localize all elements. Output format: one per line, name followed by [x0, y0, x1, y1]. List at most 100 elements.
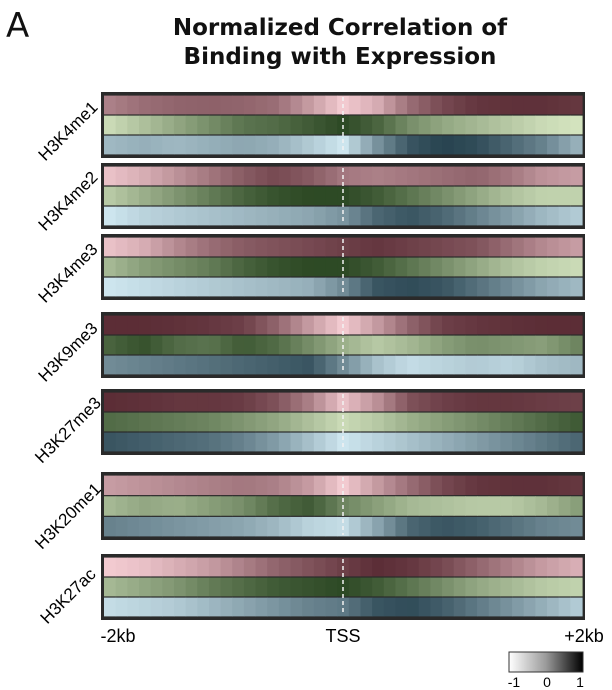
heatmap-cell — [395, 237, 408, 257]
heatmap-cell — [418, 557, 432, 577]
heatmap-cell — [232, 135, 245, 155]
heatmap-cell — [442, 516, 455, 537]
heatmap-cell — [290, 355, 303, 375]
heatmap-cell — [208, 257, 222, 277]
heatmap-group-h3k4me2: H3K4me2 — [35, 163, 585, 235]
heatmap-cell — [372, 335, 385, 355]
heatmap-cell — [232, 392, 245, 412]
heatmap-cell — [278, 597, 292, 617]
heatmap-cell — [127, 355, 140, 375]
heatmap-cell — [395, 355, 408, 375]
heatmap-cell — [383, 597, 397, 617]
heatmap-cell — [325, 237, 338, 257]
heatmap-cell — [570, 166, 583, 186]
heatmap-cell — [535, 516, 548, 537]
heatmap-cell — [138, 355, 152, 375]
heatmap-cell — [278, 206, 292, 226]
heatmap-cell — [337, 597, 350, 617]
heatmap-cell — [150, 516, 163, 537]
heatmap-cell — [173, 392, 187, 412]
heatmap-cell — [430, 237, 443, 257]
heatmap-cell — [302, 335, 315, 355]
heatmap-cell — [360, 412, 373, 432]
heatmap-cell — [267, 557, 280, 577]
heatmap-cell — [185, 166, 198, 186]
heatmap-cell — [150, 496, 163, 516]
heatmap-cell — [558, 516, 571, 537]
heatmap-cell — [418, 315, 432, 335]
heatmap-cell — [138, 206, 152, 226]
heatmap-cell — [243, 135, 257, 155]
heatmap-cell — [348, 577, 362, 597]
colorbar-label-max: 1 — [576, 674, 584, 690]
heatmap-cell — [488, 257, 501, 277]
heatmap-cell — [162, 315, 175, 335]
heatmap-cell — [197, 335, 210, 355]
heatmap-cell — [208, 597, 222, 617]
heatmap-cell — [127, 475, 140, 496]
heatmap-cell — [278, 186, 292, 206]
heatmap-cell — [430, 496, 443, 516]
heatmap-cell — [535, 206, 548, 226]
heatmap-cell — [558, 335, 571, 355]
heatmap-cell — [372, 166, 385, 186]
heatmap-cell — [383, 577, 397, 597]
heatmap-cell — [535, 135, 548, 155]
heatmap-cell — [208, 95, 222, 115]
heatmap-cell — [337, 355, 350, 375]
heatmap-cell — [208, 432, 222, 452]
heatmap-cell — [325, 135, 338, 155]
heatmap-cell — [477, 432, 490, 452]
heatmap-cell — [290, 557, 303, 577]
heatmap-cell — [243, 186, 257, 206]
heatmap-cell — [267, 237, 280, 257]
heatmap-cell — [523, 355, 536, 375]
heatmap-cell — [453, 206, 467, 226]
heatmap-cell — [267, 186, 280, 206]
heatmap-cell — [372, 115, 385, 135]
heatmap-cell — [512, 95, 525, 115]
heatmap-cell — [453, 496, 467, 516]
heatmap-cell — [232, 277, 245, 297]
heatmap-cell — [418, 412, 432, 432]
heatmap-cell — [500, 516, 513, 537]
heatmap-cell — [302, 392, 315, 412]
heatmap-cell — [465, 392, 478, 412]
heatmap-cell — [512, 432, 525, 452]
heatmap-cell — [150, 412, 163, 432]
heatmap-cell — [208, 392, 222, 412]
heatmap-cell — [360, 115, 373, 135]
heatmap-cell — [267, 496, 280, 516]
heatmap-cell — [185, 277, 198, 297]
heatmap-cell — [173, 315, 187, 335]
heatmap-cell — [535, 315, 548, 335]
heatmap-cell — [500, 206, 513, 226]
heatmap-cell — [104, 432, 117, 452]
heatmap-cell — [465, 577, 478, 597]
heatmap-cell — [395, 392, 408, 412]
heatmap-cell — [372, 597, 385, 617]
heatmap-cell — [465, 557, 478, 577]
heatmap-cell — [465, 186, 478, 206]
colorbar-gradient — [508, 651, 584, 673]
heatmap-cell — [255, 335, 268, 355]
heatmap-cell — [407, 432, 420, 452]
heatmap-cell — [407, 166, 420, 186]
heatmap-cell — [208, 557, 222, 577]
heatmap-cell — [290, 475, 303, 496]
heatmap-cell — [127, 577, 140, 597]
heatmap-cell — [360, 516, 373, 537]
heatmap-cell — [348, 115, 362, 135]
heatmap-group-label: H3K4me3 — [35, 240, 102, 307]
heatmap-cell — [500, 237, 513, 257]
heatmap-cell — [302, 95, 315, 115]
heatmap-cell — [360, 597, 373, 617]
heatmap-cell — [115, 516, 128, 537]
heatmap-cell — [325, 355, 338, 375]
heatmap-cell — [558, 355, 571, 375]
heatmap-cell — [488, 186, 501, 206]
heatmap-cell — [185, 496, 198, 516]
heatmap-cell — [162, 186, 175, 206]
heatmap-cell — [418, 257, 432, 277]
